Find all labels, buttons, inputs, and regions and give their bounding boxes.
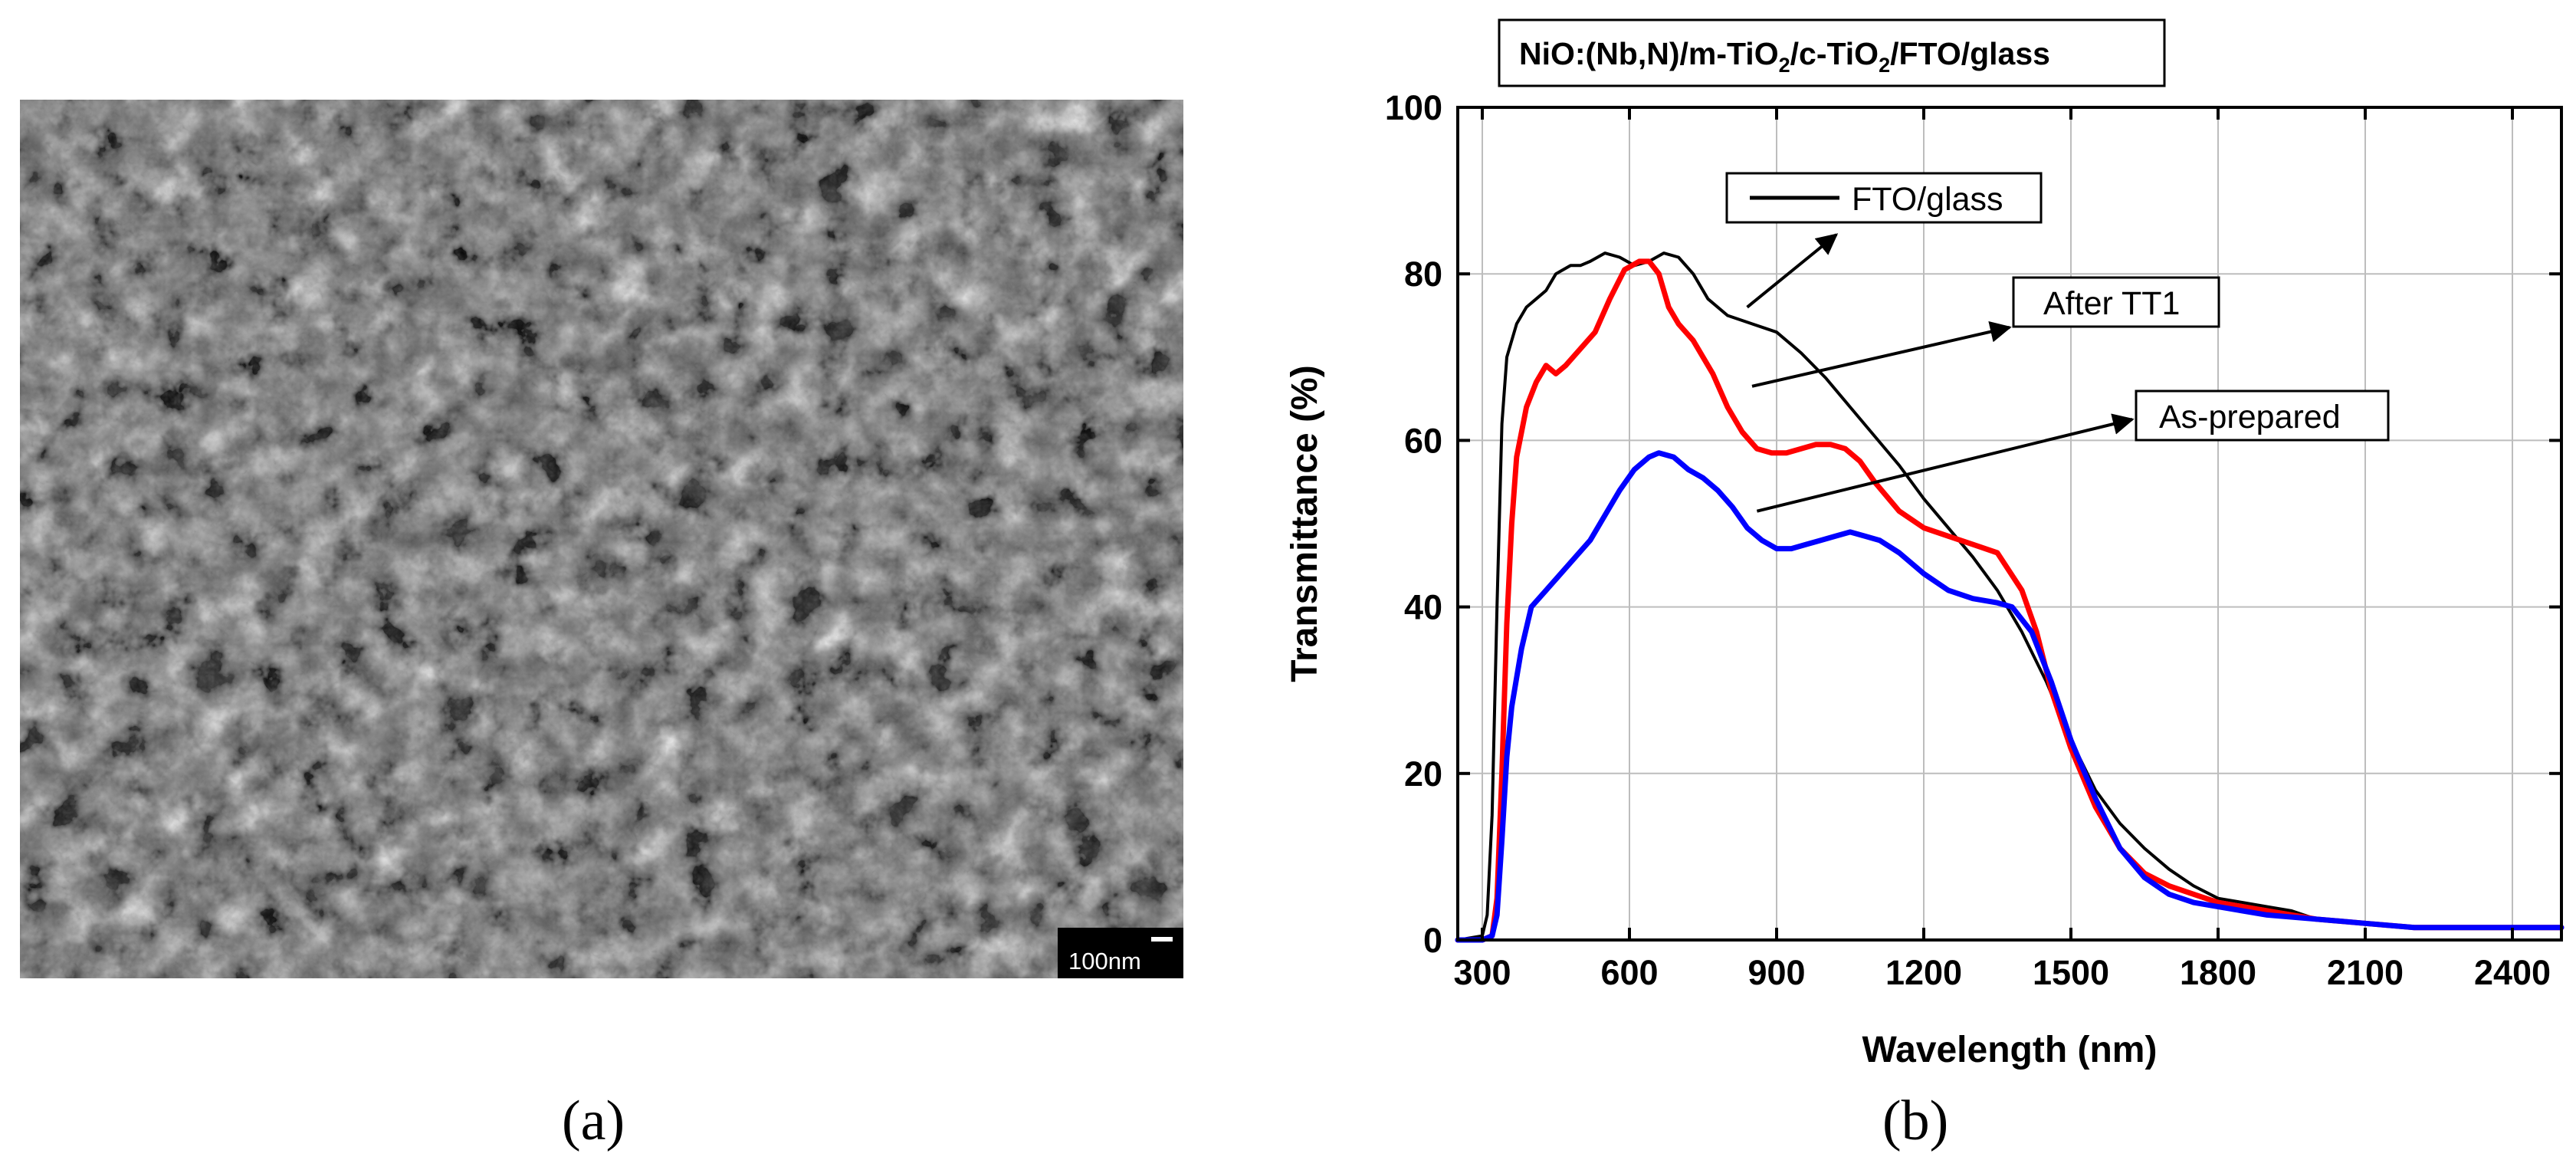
y-tick-label: 100 — [1385, 88, 1442, 127]
annotation-arrow-fto-glass — [1746, 233, 1839, 309]
panel-label-b: (b) — [1882, 1089, 1949, 1152]
x-tick-label: 1200 — [1885, 953, 1962, 992]
scale-bar-label: 100nm — [1068, 948, 1141, 974]
chart-title-box — [1498, 18, 2166, 87]
annotation-arrow-as-prepared — [1756, 413, 2135, 513]
x-tick-label: 600 — [1600, 953, 1658, 992]
sem-texture — [20, 100, 1183, 978]
series-line-after-tt1 — [1455, 258, 2565, 943]
sem-micrograph: 100nm — [20, 100, 1183, 978]
annotation-label-after-tt1: After TT1 — [2043, 285, 2180, 322]
x-axis-label: Wavelength (nm) — [1862, 1030, 2158, 1070]
annotation-label-fto-glass: FTO/glass — [1852, 181, 2003, 218]
x-tick-label: 1500 — [2033, 953, 2109, 992]
annotation-label-as-prepared: As-prepared — [2159, 399, 2341, 435]
chart-title: NiO:(Nb,N)/m-TiO2/c-TiO2/FTO/glass — [1519, 36, 2050, 77]
series-line-as-prepared — [1455, 450, 2565, 943]
x-tick-label: 300 — [1453, 953, 1511, 992]
scale-bar: 100nm — [1058, 928, 1183, 978]
y-tick-label: 20 — [1404, 754, 1442, 794]
plot-frame — [1456, 106, 2563, 942]
x-tick-label: 900 — [1747, 953, 1805, 992]
x-tick-label: 2400 — [2474, 953, 2551, 992]
x-tick-label: 2100 — [2327, 953, 2404, 992]
y-tick-label: 0 — [1423, 921, 1442, 960]
y-tick-label: 40 — [1404, 588, 1442, 627]
y-axis-label: Transmittance (%) — [1285, 365, 1325, 682]
annotation-arrow-after-tt1 — [1751, 320, 2012, 388]
scale-bar-line — [1151, 937, 1173, 942]
annotation-box-after-tt1 — [2012, 276, 2220, 328]
annotation-box-as-prepared — [2135, 389, 2390, 442]
panel-label-a: (a) — [562, 1089, 625, 1152]
y-tick-label: 60 — [1404, 421, 1442, 460]
y-tick-label: 80 — [1404, 255, 1442, 294]
x-tick-label: 1800 — [2180, 953, 2256, 992]
series-line-fto-glass — [1456, 251, 2563, 942]
